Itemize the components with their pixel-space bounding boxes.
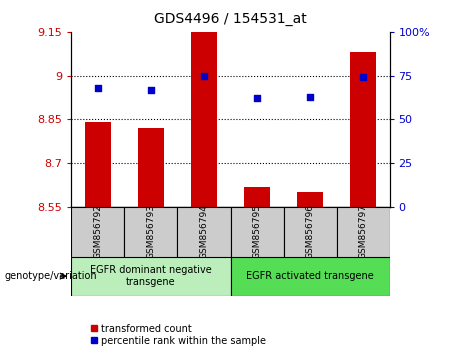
Point (359, 75, 366, 80)
Text: EGFR activated transgene: EGFR activated transgene (246, 271, 374, 281)
Bar (284, 207, 337, 257)
Bar (337, 207, 390, 257)
Text: EGFR dominant negative
transgene: EGFR dominant negative transgene (90, 265, 212, 287)
Text: GSM856796: GSM856796 (306, 204, 314, 259)
Point (148, 87, 155, 92)
Bar (244, 187, 270, 207)
Text: GSM856795: GSM856795 (253, 204, 261, 259)
Point (306, 94, 313, 99)
Bar (230, 257, 390, 296)
Bar (191, 32, 217, 207)
Text: GSM856793: GSM856793 (147, 204, 155, 259)
Bar (177, 207, 230, 257)
Bar (350, 52, 376, 207)
Bar (85, 122, 111, 207)
Legend: transformed count, percentile rank within the sample: transformed count, percentile rank withi… (90, 324, 266, 346)
Text: GSM856792: GSM856792 (94, 204, 102, 259)
Bar (71, 207, 124, 257)
Text: GSM856794: GSM856794 (200, 204, 208, 259)
Bar (297, 193, 323, 207)
Text: GSM856797: GSM856797 (359, 204, 367, 259)
Bar (138, 128, 164, 207)
Bar (124, 207, 177, 257)
Text: genotype/variation: genotype/variation (5, 271, 97, 281)
Bar (71, 257, 230, 296)
Point (200, 73, 207, 79)
Text: GDS4496 / 154531_at: GDS4496 / 154531_at (154, 12, 307, 27)
Bar (230, 207, 284, 257)
Point (94, 85, 101, 91)
Point (254, 96, 261, 101)
